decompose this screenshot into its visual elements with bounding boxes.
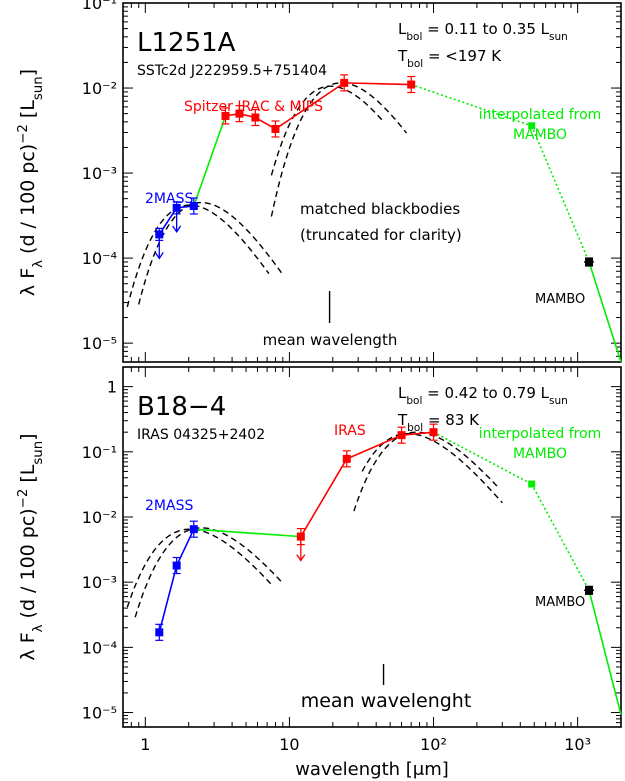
panel-top-bb-label: matched blackbodies xyxy=(300,200,460,218)
panel-bottom-subtitle: IRAS 04325+2402 xyxy=(137,427,265,443)
x-tick-label: 10 xyxy=(279,735,299,754)
panel-bottom-ylabel: λ Fλ (d / 100 pc)−2 [Lsun] xyxy=(16,433,46,660)
panel-bottom-point-iras xyxy=(397,431,406,440)
panel-top-blackbody-curve xyxy=(270,85,385,176)
panel-bottom-line-ff0000 xyxy=(346,434,402,460)
blackbody-curves xyxy=(126,82,503,618)
panel-top-point-mambo xyxy=(585,257,594,266)
panel-top-label-red: Spitzer IRAC & MIPS xyxy=(184,99,323,115)
panel-top-ytick-label: 10⁻⁵ xyxy=(82,334,117,353)
panel-top-subtitle: SSTc2d J222959.5+751404 xyxy=(137,63,327,79)
panel-bottom-ytick-label: 10⁻² xyxy=(82,508,117,527)
panel-bottom-label-interp-2: MAMBO xyxy=(513,446,567,462)
panel-top-point-2mass xyxy=(189,201,198,210)
panel-top-mean-wavelength-label: mean wavelength xyxy=(263,331,398,349)
panel-top-blackbody-curve xyxy=(138,201,284,305)
panel-bottom-blackbody-curve xyxy=(126,528,272,608)
panel-bottom-line-ff0000 xyxy=(401,431,434,436)
panel-top-point-interpolated-from-mambo xyxy=(528,122,536,130)
panel-bottom-label-interp-1: interpolated from xyxy=(479,426,602,442)
panel-bottom-tbol: Tbol = 83 K xyxy=(397,411,480,434)
panel-top-ytick-label: 10⁻¹ xyxy=(82,0,117,13)
panel-top-tbol: Tbol = <197 K xyxy=(397,47,502,70)
panel-top-point-spitzer-irac-mips xyxy=(340,78,349,87)
x-tick-label: 1 xyxy=(140,735,150,754)
panel-top-line-interp xyxy=(410,83,532,127)
panel-bottom-lbol: Lbol = 0.42 to 0.79 Lsun xyxy=(398,384,568,407)
panel-bottom-label-2mass: 2MASS xyxy=(145,498,193,514)
panel-bottom-point-2mass xyxy=(189,525,198,534)
panel-bottom-frame xyxy=(122,366,622,728)
panel-bottom-title: B18−4 xyxy=(137,392,226,422)
panel-top-ytick-label: 10⁻² xyxy=(82,79,117,98)
panel-top-line-green xyxy=(193,115,227,207)
panel-bottom-blackbody-curve xyxy=(134,527,284,618)
panel-top-ytick-label: 10⁻³ xyxy=(82,164,117,183)
panel-bottom-line-0000ff xyxy=(158,565,178,633)
panel-top-blackbody-curve xyxy=(126,204,270,308)
panel-bottom-label-red: IRAS xyxy=(334,423,366,439)
panel-top-line-interp xyxy=(530,125,590,263)
panel-top-point-spitzer-irac-mips xyxy=(271,124,280,133)
panel-bottom-ytick-label: 1 xyxy=(107,378,117,397)
panel-top-point-spitzer-irac-mips xyxy=(251,113,260,122)
panel-bottom-line-interp xyxy=(530,483,590,591)
chart-text: 10⁻⁵ 10⁻⁴ 10⁻³ 10⁻² 10⁻¹ λ Fλ (d / 100 pc)−2 … xyxy=(16,0,602,780)
panel-bottom-point-interpolated-from-mambo xyxy=(528,480,536,488)
panel-bottom-ytick-label: 10⁻¹ xyxy=(82,443,117,462)
panel-top-line-ff0000 xyxy=(275,82,345,130)
panel-bottom-point-mambo xyxy=(585,586,594,595)
panel-top-ylabel: λ Fλ (d / 100 pc)−2 [Lsun] xyxy=(16,69,46,296)
panel-top-line-mambo-ext xyxy=(588,261,622,363)
panel-bottom-point-2mass xyxy=(172,561,181,570)
panel-bottom-ytick-label: 10⁻⁴ xyxy=(82,638,117,657)
panel-top-frame xyxy=(122,2,622,363)
panel-top-line-ff0000 xyxy=(344,82,412,86)
panel-bottom-line-ff0000 xyxy=(300,458,348,538)
sed-data-points xyxy=(154,74,595,685)
panel-top-point-spitzer-irac-mips xyxy=(235,109,244,118)
panel-bottom-label-mambo: MAMBO xyxy=(535,595,585,610)
panel-bottom-line-mambo-ext xyxy=(588,590,622,715)
panel-bottom-point-iras xyxy=(429,428,438,437)
panel-bottom-mean-wavelength-label: mean wavelenght xyxy=(301,690,472,712)
panel-top-blackbody-curve xyxy=(270,82,408,217)
panel-top-upper-limit-arrowhead xyxy=(172,225,182,234)
panel-top-upper-limit-arrowhead xyxy=(154,252,164,260)
panel-bottom-line-green xyxy=(193,528,301,538)
panel-bottom-blackbody-curve xyxy=(361,432,503,504)
panel-top-label-interp-1: interpolated from xyxy=(479,107,602,123)
panel-top-label-mambo: MAMBO xyxy=(535,292,585,307)
panel-top-ytick-label: 10⁻⁴ xyxy=(82,249,117,268)
panel-bottom-ytick-label: 10⁻³ xyxy=(82,573,117,592)
panel-top-label-interp-2: MAMBO xyxy=(513,127,567,143)
panel-top-title: L1251A xyxy=(137,28,236,58)
panel-top-label-2mass: 2MASS xyxy=(145,191,193,207)
panel-bottom-line-0000ff xyxy=(175,528,195,566)
panel-frames xyxy=(122,2,622,728)
x-axis-label: wavelength [μm] xyxy=(295,759,449,780)
panel-bottom-line-interp xyxy=(433,431,533,485)
panel-top-line-0000ff xyxy=(158,207,178,235)
panel-top-point-spitzer-irac-mips xyxy=(407,80,416,89)
panel-top-bb-label-2: (truncated for clarity) xyxy=(300,226,462,244)
panel-bottom-upper-limit-arrowhead xyxy=(296,554,306,562)
x-tick-label: 10³ xyxy=(564,735,591,754)
panel-top-point-spitzer-irac-mips xyxy=(221,111,230,120)
panel-bottom-point-iras xyxy=(342,454,351,463)
x-tick-label: 10² xyxy=(420,735,447,754)
panel-bottom-blackbody-curve xyxy=(353,431,499,512)
panel-bottom-point-2mass xyxy=(155,628,164,637)
panel-top-lbol: Lbol = 0.11 to 0.35 Lsun xyxy=(398,20,568,43)
panel-bottom-ytick-label: 10⁻⁵ xyxy=(82,704,117,723)
